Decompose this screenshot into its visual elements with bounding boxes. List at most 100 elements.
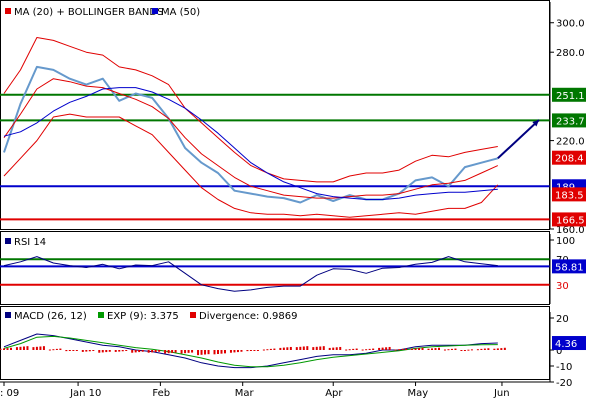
divergence-bar [48,349,51,351]
divergence-bar [372,348,375,350]
price-series-ma-20- [3,78,499,199]
divergence-bar [81,350,84,352]
divergence-bar [39,346,42,350]
divergence-bar [180,350,183,354]
divergence-bar [158,350,161,352]
rsi-panel: RSI 14 100703058.81 [0,231,586,305]
divergence-bar [319,346,322,350]
divergence-bar [184,350,187,354]
divergence-bar [279,347,282,350]
divergence-bar [42,346,45,350]
macd-panel: MACD (26, 12) EXP (9): 3.375 Divergence:… [0,306,586,389]
divergence-bar [431,348,433,350]
divergence-bar [332,347,335,350]
ma50-legend-label: MA (50) [161,7,200,18]
price-level-tag [552,87,586,102]
divergence-bar [131,350,134,353]
divergence-bar [500,348,503,350]
divergence-bar [365,349,368,351]
macd-series-macd [3,333,498,369]
ma20-legend-swatch [5,8,11,14]
divergence-bar [443,349,446,351]
divergence-bar [224,350,226,354]
divergence-bar [52,349,55,351]
divergence-bar [299,346,302,350]
price-y-tick-label: 160.0 [556,225,585,236]
divergence-bar [450,348,453,350]
divergence-bar [19,346,22,350]
divergence-bar [134,350,137,353]
divergence-bar [207,350,210,355]
divergence-bar [348,349,351,351]
divergence-bar [200,350,203,355]
divergence-bar [114,350,117,352]
divergence-bar [55,348,58,350]
divergence-bar [470,349,473,351]
divergence-bar [352,348,355,350]
divergence-bar [381,347,384,350]
price-y-tick-label: 220.0 [556,137,585,148]
divergence-bar [217,350,219,354]
price-value-tag-label: 183.5 [555,190,584,201]
divergence-bar [108,350,111,352]
divergence-bar [10,347,12,350]
macd-y-tick-label: -20 [556,378,572,389]
divergence-bar [32,347,35,350]
divergence-bar [401,348,404,350]
x-tick-label: Feb [152,388,170,399]
divergence-bar [15,347,18,350]
divergence-bar [236,350,239,353]
price-value-tag [552,150,586,165]
divergence-bar [246,350,249,352]
divergence-bar [249,350,252,351]
divergence-bar [154,350,157,353]
divergence-bar [388,346,391,350]
divergence-bar [167,350,170,354]
divergence-bar [282,347,285,350]
macd-value-tag-label: 4.36 [555,339,577,350]
divergence-bar [59,348,62,350]
price-series-upper-band [3,37,498,183]
divergence-bar [273,348,276,350]
price-panel: MA (20) + BOLLINGER BANDS MA (50) 300.0 2… [0,0,586,236]
macd-y-tick-label: -10 [556,362,572,373]
divergence-bar [204,350,207,355]
rsi-value-tag-label: 58.81 [555,262,584,273]
divergence-bar [256,350,259,351]
divergence-bar [151,350,154,353]
divergence-bar [295,347,298,350]
divergence-bar [229,350,232,353]
divergence-bar [493,348,496,350]
divergence-bar [164,350,167,354]
x-tick-label: Jun [493,388,510,399]
price-y-tick-label: 280.0 [556,48,585,59]
macd-value-tag [552,336,586,351]
x-tick-label: Jan 10 [69,388,101,399]
divergence-bar [105,350,108,353]
ma20-legend-label: MA (20) + BOLLINGER BANDS [14,7,163,18]
x-tick-label: Mar [235,388,255,399]
divergence-bar [98,350,101,353]
divergence-bar [496,348,499,350]
x-tick-label: Apr [325,388,343,399]
projection-arrow-head [532,119,539,127]
price-series-price [3,65,499,204]
divergence-bar [253,350,256,351]
divergence-bar [68,350,71,351]
divergence-bar [121,350,124,352]
divergence-bar [187,350,190,353]
divergence-bar [427,348,430,350]
projection-arrow-line [497,119,540,160]
divergence-bar [315,346,318,350]
divergence-bar [447,349,450,351]
divergence-bar [269,348,272,350]
price-level-label: 166.5 [556,215,585,226]
divergence-bar [141,350,144,352]
divergence-bar [418,348,421,350]
divergence-bar [421,347,424,350]
divergence-bar [411,348,414,350]
divergence-bar [460,350,463,351]
divergence-bar [125,350,128,351]
divergence-bar [0,348,2,350]
